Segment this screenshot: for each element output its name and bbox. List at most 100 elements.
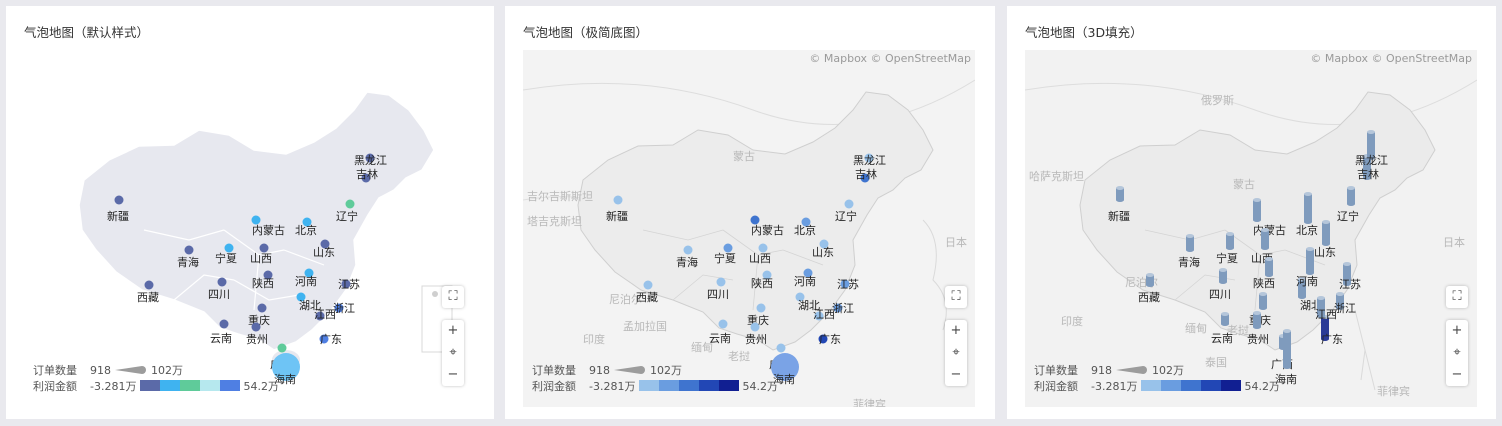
color-swatch [718,380,739,391]
bubble-marker[interactable] [319,334,329,344]
bubble-marker[interactable] [184,245,194,255]
column-marker[interactable] [1347,186,1355,206]
column-marker[interactable] [1186,234,1194,252]
bubble-marker[interactable] [304,268,314,278]
bubble-marker[interactable] [750,322,760,332]
locate-button[interactable]: ⌖ [449,345,457,360]
fullscreen-button[interactable]: ⛶ [442,286,464,308]
bubble-marker[interactable] [819,239,829,249]
fullscreen-button[interactable]: ⛶ [1446,286,1468,308]
zoom-in-button[interactable]: + [447,323,459,338]
zoom-out-button[interactable]: − [447,367,459,382]
bubble-marker[interactable] [750,215,760,225]
size-scale-icon [1116,366,1147,374]
map-attribution[interactable]: © Mapbox © OpenStreetMap [809,52,971,65]
bubble-marker[interactable] [251,322,261,332]
column-marker[interactable] [1343,262,1351,286]
province-label: 广东 [1321,333,1343,346]
map-canvas[interactable]: 蒙古 吉尔吉斯斯坦 塔吉克斯坦 尼泊尔 孟加拉国 印度 缅甸 老挝 日本 菲律宾… [523,50,975,407]
column-marker[interactable] [1265,257,1273,277]
bubble-marker[interactable] [296,292,306,302]
bubble-marker[interactable] [762,270,772,280]
map-canvas[interactable]: 新疆西藏青海内蒙古宁夏山西陕西四川重庆云南贵州广西广东海南湖北河南山东江苏浙江江… [24,50,476,407]
bubble-marker[interactable] [723,243,733,253]
column-marker[interactable] [1283,329,1291,369]
bubble-marker[interactable] [803,268,813,278]
column-marker[interactable] [1298,277,1306,299]
bubble-marker[interactable] [776,343,786,353]
bubble-marker[interactable] [315,311,325,321]
color-swatch [678,380,699,391]
bubble-marker[interactable] [277,343,287,353]
bubble-marker[interactable] [144,280,154,290]
column-marker[interactable] [1306,247,1314,275]
bubble-marker[interactable] [643,280,653,290]
column-marker[interactable] [1304,192,1312,224]
zoom-in-button[interactable]: + [950,323,962,338]
bubble-marker[interactable] [833,303,843,313]
column-marker[interactable] [1336,292,1344,310]
column-marker[interactable] [1253,311,1261,329]
map-panel-minimal: 气泡地图（极简底图） 蒙古 吉尔吉斯斯坦 塔吉克斯坦 尼泊尔 孟加拉国 印度 缅… [505,6,995,419]
bubble-marker[interactable] [716,277,726,287]
province-label: 陕西 [1253,276,1275,290]
bubble-marker[interactable] [341,279,351,289]
bubble-marker[interactable] [365,153,375,163]
bubble-marker[interactable] [860,173,870,183]
column-marker[interactable] [1259,292,1267,310]
bubble-marker[interactable] [251,215,261,225]
bubble-marker[interactable] [302,217,312,227]
column-marker[interactable] [1261,228,1269,250]
color-min: -3.281万 [90,380,137,393]
bubble-marker[interactable] [613,195,623,205]
bubble-marker[interactable] [320,239,330,249]
zoom-out-button[interactable]: − [1451,367,1463,382]
map-panel-3d: 气泡地图（3D填充） 俄罗斯 蒙古 哈萨克斯坦 尼泊尔 印度 缅甸 老挝 泰国 … [1007,6,1496,419]
map-panel-default: 气泡地图（默认样式） 新疆西藏青海内蒙古宁夏山西陕西四川重庆云南贵州广西广东海南… [6,6,494,419]
bubble-marker[interactable] [361,173,371,183]
bubble-marker[interactable] [263,270,273,280]
country-label: 蒙古 [1233,178,1255,191]
bubble-marker[interactable] [814,311,824,321]
bubble-marker[interactable] [795,292,805,302]
column-marker[interactable] [1226,232,1234,250]
bubble-marker[interactable] [801,217,811,227]
bubble-marker[interactable] [756,303,766,313]
bubble-marker[interactable] [840,279,850,289]
column-marker[interactable] [1219,268,1227,284]
bubble-marker[interactable] [818,334,828,344]
bubble-marker[interactable] [683,245,693,255]
color-swatch [698,380,719,391]
map-attribution[interactable]: © Mapbox © OpenStreetMap [1310,52,1472,65]
bubble-marker[interactable] [259,243,269,253]
bubble-marker[interactable] [345,199,355,209]
column-marker[interactable] [1367,130,1375,160]
province-label: 浙江 [832,302,854,315]
size-min: 918 [589,364,610,377]
bubble-marker[interactable] [758,243,768,253]
bubble-marker[interactable] [844,199,854,209]
zoom-out-button[interactable]: − [950,367,962,382]
bubble-marker[interactable] [217,277,227,287]
color-max: 54.2万 [243,380,279,393]
column-marker[interactable] [1221,312,1229,326]
bubble-marker[interactable] [771,353,799,381]
zoom-in-button[interactable]: + [1451,323,1463,338]
bubble-marker[interactable] [334,303,344,313]
bubble-marker[interactable] [864,153,874,163]
column-marker[interactable] [1317,296,1325,318]
locate-button[interactable]: ⌖ [952,345,960,360]
column-marker[interactable] [1146,273,1154,287]
bubble-marker[interactable] [114,195,124,205]
column-marker[interactable] [1322,220,1330,246]
bubble-marker[interactable] [257,303,267,313]
bubble-marker[interactable] [224,243,234,253]
map-canvas[interactable]: 俄罗斯 蒙古 哈萨克斯坦 尼泊尔 印度 缅甸 老挝 泰国 日本 菲律宾 新疆 西藏… [1025,50,1477,407]
bubble-marker[interactable] [718,319,728,329]
bubble-marker[interactable] [219,319,229,329]
bubble-marker[interactable] [272,353,300,381]
column-marker[interactable] [1253,198,1261,222]
column-marker[interactable] [1116,186,1124,202]
locate-button[interactable]: ⌖ [1453,345,1461,360]
fullscreen-button[interactable]: ⛶ [945,286,967,308]
